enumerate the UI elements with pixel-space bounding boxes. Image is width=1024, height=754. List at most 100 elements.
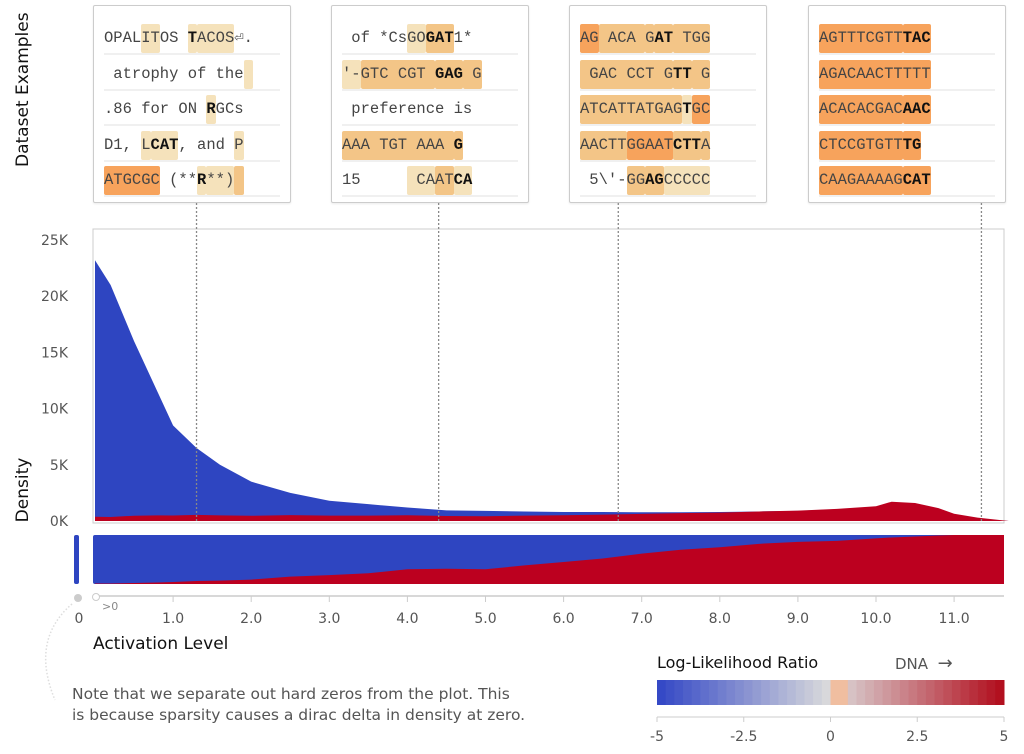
token: AT [654,24,674,53]
colorbar-swatch [986,680,996,705]
example-row: OPALITOS TACOS⏎. [104,24,280,55]
colorbar-tick-label: -2.5 [730,729,757,745]
zero-label: 0 [75,611,84,627]
token: GCs [215,100,244,118]
y-tick-label: 20K [41,289,69,305]
colorbar-swatch [821,680,831,705]
example-row: ACACACGACAAC [819,95,995,126]
example-row: of *CsGOGAT1* [342,24,518,55]
colorbar-swatch [804,680,814,705]
colorbar-swatch [917,680,927,705]
token: AAA TGT AAA [342,131,454,160]
token: 15 [342,171,408,189]
colorbar-swatch [839,680,849,705]
colorbar-swatch [969,680,979,705]
token: CTT [673,131,701,160]
colorbar-swatch [873,680,884,705]
token: AGACAACTTTTT [819,60,931,89]
token: ATCATTATGAG [580,95,683,124]
x-tick-label: 6.0 [552,611,574,627]
colorbar-swatch [674,680,684,705]
example-row: AACTTGGAATCTTA [580,131,756,162]
colorbar-tick-label: 2.5 [906,729,928,745]
y-tick-label: 15K [41,345,69,361]
negative-density-area [95,260,1009,521]
example-row: AGACAACTTTTT [819,60,995,91]
token: .86 for ON [104,100,207,118]
token: AGTTTCGTT [819,24,903,53]
colorbar-swatch [665,680,675,705]
example-card[interactable]: OPALITOS TACOS⏎. atrophy of the .86 for … [93,5,291,203]
x-tick-label: 3.0 [318,611,340,627]
token: CCCCC [663,166,711,195]
x-axis-label: Activation Level [93,634,229,654]
token: ACACACGAC [819,95,903,124]
colorbar-swatch [960,680,970,705]
token: preference is [342,100,482,118]
dna-label: DNA [895,655,929,673]
token: P [234,131,244,160]
token: AAC [902,95,931,124]
token: , and [178,136,235,154]
example-card[interactable]: AGTTTCGTTTAC AGACAACTTTTT ACACACGACAAC CTCC… [808,5,1006,203]
colorbar-swatch [977,680,988,705]
colorbar-swatch [787,680,797,705]
dna-toggle[interactable]: DNA → [895,653,953,674]
colorbar-swatch [683,680,693,705]
token: CTCCGTGTT [819,131,903,160]
ratio-bar-positive [95,535,1009,584]
token: CAT [902,166,931,195]
token: A [700,131,711,160]
colorbar-swatch [769,680,779,705]
token: CAT [150,131,179,160]
colorbar-swatch [934,680,944,705]
zero-note: Note that we separate out hard zeros fro… [72,684,525,726]
token: atrophy of the [104,65,244,83]
token: T [187,24,198,53]
example-row: .86 for ON RGCs [104,95,280,126]
nonzero-dot [92,593,100,601]
colorbar-tick-label: -5 [650,729,664,745]
example-card[interactable]: AG ACA GAT TGG GAC CCT GTT G ATCATTATGAGT… [569,5,767,203]
token: GAG [435,60,463,89]
token: GAT [425,24,454,53]
token: G [462,60,482,89]
arrow-right-icon: → [937,653,953,674]
colorbar-swatch [995,680,1005,705]
example-row: ATGCGC (**R**) [104,166,280,197]
token [243,60,253,89]
token: T [682,95,692,124]
colorbar-tick-label: 5 [1000,729,1009,745]
x-tick-label: 10.0 [860,611,891,627]
example-card[interactable]: of *CsGOGAT1* '-GTC CGT GAG G preference… [331,5,529,203]
token: GAC CCT G [580,60,674,89]
token: ACOS [197,24,235,53]
colorbar-swatch [717,680,727,705]
y-tick-label: 0K [50,514,69,530]
colorbar-swatch [691,680,701,705]
token: G [645,24,655,53]
colorbar-swatch [752,680,762,705]
y-tick-label: 25K [41,233,69,249]
x-tick-label: 2.0 [240,611,262,627]
token: 5\'- [580,171,627,189]
colorbar-swatch [943,680,953,705]
x-tick-label: 5.0 [474,611,496,627]
token: R [206,95,216,124]
colorbar-swatch [908,680,918,705]
legend-title: Log-Likelihood Ratio [657,653,819,672]
token: ⏎. [234,29,253,47]
example-row: 5\'-GGAGCCCCC [580,166,756,197]
token: CA [453,166,473,195]
token: ATGCGC [104,166,160,195]
colorbar-swatch [830,680,840,705]
example-row: atrophy of the [104,60,280,91]
token: AT [435,166,454,195]
example-row: ATCATTATGAGTGC [580,95,756,126]
example-row: '-GTC CGT GAG G [342,60,518,91]
colorbar-swatch [891,680,901,705]
token: ACA [598,24,646,53]
x-tick-label: 1.0 [162,611,184,627]
token: **) [206,166,235,195]
y-tick-label: 10K [41,402,69,418]
